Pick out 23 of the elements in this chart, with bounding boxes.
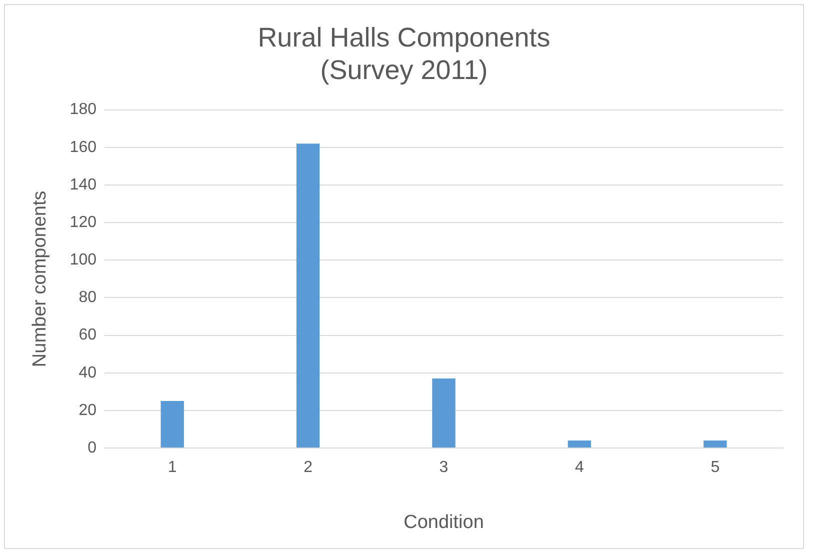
y-tick-label: 160 — [70, 138, 97, 156]
y-tick-label: 100 — [70, 252, 97, 269]
y-tick-label: 40 — [78, 364, 97, 382]
x-tick-label: 3 — [439, 459, 448, 476]
y-tick-label: 80 — [78, 289, 97, 306]
y-tick-label: 20 — [78, 402, 97, 419]
bar — [704, 440, 727, 448]
bar — [160, 401, 184, 448]
bar — [432, 378, 456, 448]
x-tick-label: 2 — [304, 459, 313, 476]
y-tick-label: 120 — [70, 214, 97, 231]
y-tick-label: 140 — [70, 176, 97, 194]
x-tick-label: 5 — [710, 459, 720, 476]
x-axis-title: Condition — [404, 512, 484, 533]
bar — [296, 144, 320, 448]
y-tick-label: 180 — [70, 101, 97, 118]
y-axis-title: Number components — [30, 190, 51, 368]
bar — [568, 440, 592, 448]
x-tick-label: 4 — [574, 459, 584, 476]
x-tick-label: 1 — [168, 459, 177, 476]
chart-title: Rural Halls Components (Survey 2011) — [258, 22, 550, 86]
y-tick-label: 0 — [88, 439, 97, 456]
y-tick-label: 60 — [78, 326, 97, 344]
